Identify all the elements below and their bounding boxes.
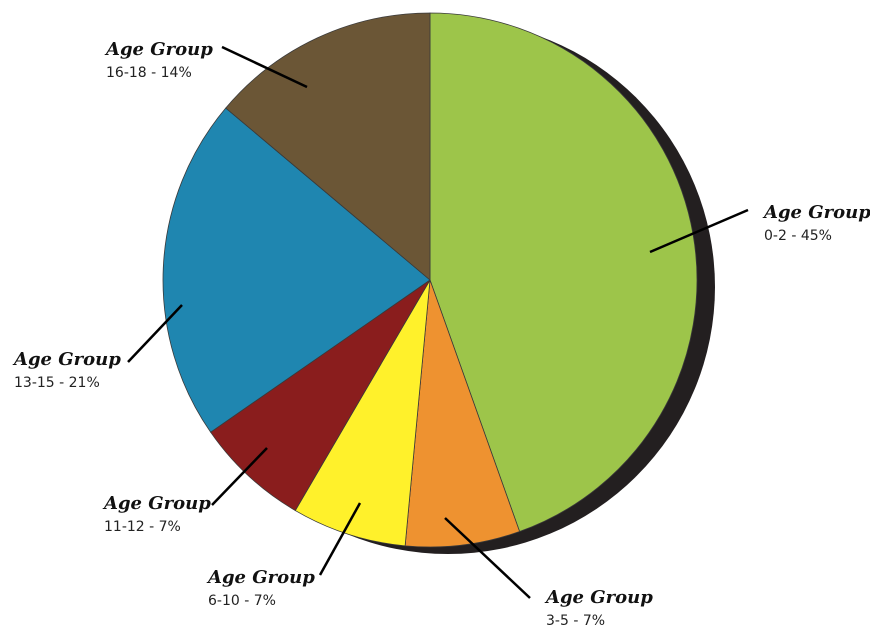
leader-line-6-10 [318,502,362,576]
slice-label-title-0-2: Age Group [762,202,870,223]
slice-label-value-11-12: 11-12 - 7% [104,519,181,535]
pie-labels: Age Group 0-2 - 45% Age Group 3-5 - 7% Age G… [12,39,870,629]
leader-line-11-12 [211,447,268,506]
slice-label-title-3-5: Age Group [544,587,653,608]
slice-label-value-16-18: 16-18 - 14% [106,65,192,81]
pie-slice-11-12 [210,279,431,512]
pie-slices [162,12,698,548]
pie-slice-13-15 [162,107,431,433]
leader-line-0-2 [649,208,749,254]
pie-leader-lines [127,45,749,599]
slice-label-value-0-2: 0-2 - 45% [764,228,832,244]
slice-label-title-13-15: Age Group [12,349,121,370]
slice-label-title-11-12: Age Group [102,493,211,514]
leader-line-13-15 [127,304,183,363]
leader-line-3-5 [444,517,531,599]
pie-slice-6-10 [294,279,431,547]
slice-label-value-13-15: 13-15 - 21% [14,375,100,391]
slice-label-title-16-18: Age Group [104,39,213,60]
slice-label-value-6-10: 6-10 - 7% [208,593,276,609]
slice-label-title-6-10: Age Group [206,567,315,588]
leader-line-16-18 [221,45,308,89]
pie-slice-16-18 [225,12,431,281]
slice-label-value-3-5: 3-5 - 7% [546,613,605,629]
pie-slice-3-5 [404,279,521,548]
